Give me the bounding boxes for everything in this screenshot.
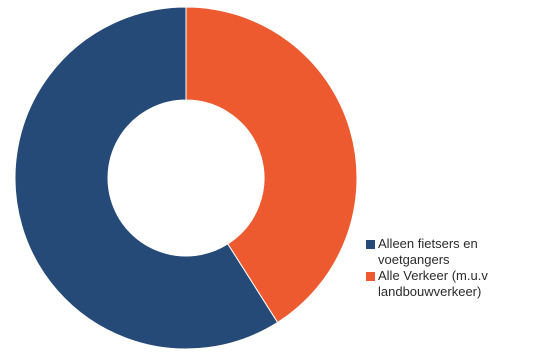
legend-label-alleen-fietsers: Alleen fietsers en voetgangers — [378, 236, 478, 267]
legend-label-alle-verkeer: Alle Verkeer (m.u.v landbouwverkeer) — [378, 268, 488, 299]
slice-layer — [14, 6, 358, 350]
legend-swatch-alle-verkeer — [366, 272, 375, 281]
slice-alleen-fietsers-en-voetgangers — [14, 6, 279, 350]
legend-item-alle-verkeer: Alle Verkeer (m.u.v landbouwverkeer) — [366, 268, 542, 300]
legend-swatch-alleen-fietsers — [366, 240, 375, 249]
slice-alle-verkeer-m-u-v-landbouwverke — [185, 6, 358, 324]
chart-legend: Alleen fietsers en voetgangers Alle Verk… — [366, 236, 542, 300]
legend-item-alleen-fietsers: Alleen fietsers en voetgangers — [366, 236, 542, 268]
